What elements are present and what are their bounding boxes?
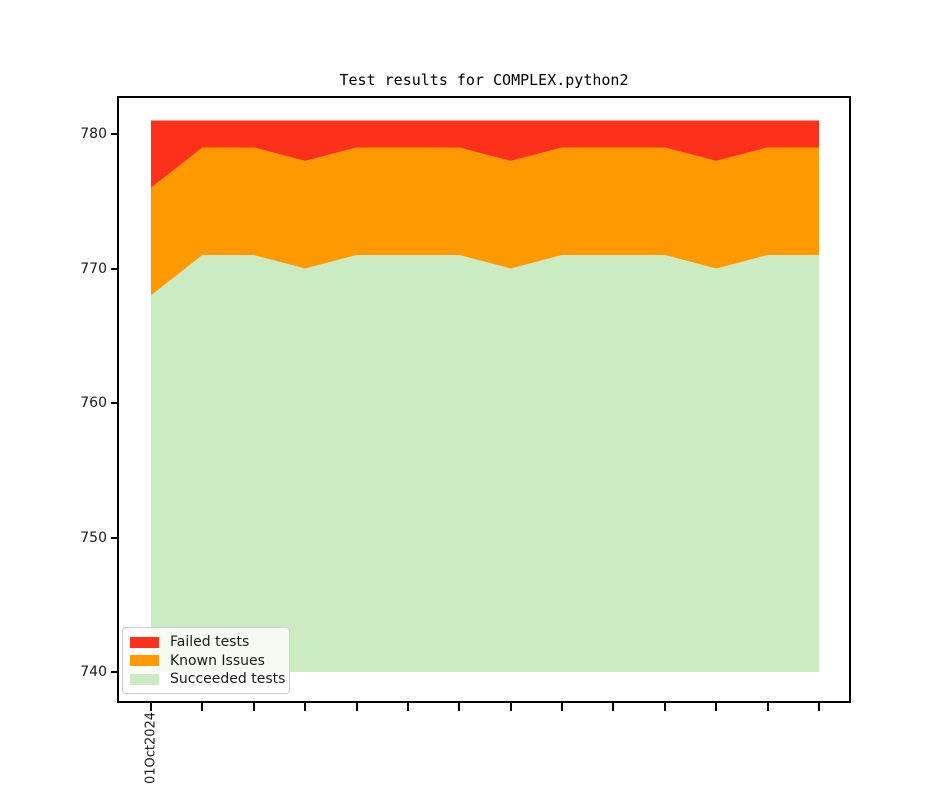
y-tick [111, 267, 119, 270]
y-tick-label: 780 [80, 126, 107, 142]
x-tick [252, 703, 255, 711]
legend-label-failed: Failed tests [170, 634, 250, 650]
y-tick-label: 740 [80, 664, 107, 680]
x-tick [715, 703, 718, 711]
legend-swatch-succeeded [130, 673, 159, 685]
legend: Failed tests Known Issues Succeeded test… [122, 627, 290, 694]
x-tick [150, 703, 152, 711]
chart-title: Test results for COMPLEX.python2 [339, 71, 629, 89]
x-tick [201, 703, 204, 711]
x-tick [766, 703, 769, 711]
area-known-issues [151, 147, 819, 296]
area-succeeded-tests [151, 255, 819, 673]
legend-swatch-known [130, 655, 159, 666]
x-tick [612, 703, 615, 711]
y-tick-label: 760 [80, 395, 107, 411]
x-tick [406, 703, 409, 711]
y-tick [111, 671, 119, 673]
x-tick [458, 703, 461, 711]
x-tick [509, 703, 512, 711]
legend-item-known: Known Issues [130, 653, 281, 669]
x-tick-label-date: 01Oct2024 [143, 711, 159, 785]
y-tick-label: 770 [80, 260, 107, 277]
y-tick [111, 402, 119, 404]
legend-item-succeeded: Succeeded tests [130, 671, 285, 687]
x-tick [355, 703, 358, 711]
x-tick [561, 703, 564, 711]
legend-label-known: Known Issues [170, 652, 265, 669]
legend-label-succeeded: Succeeded tests [170, 671, 286, 687]
y-tick [111, 133, 119, 135]
y-tick-label: 750 [80, 529, 107, 546]
y-tick [111, 536, 119, 539]
x-tick [818, 703, 820, 711]
legend-swatch-failed [130, 636, 159, 648]
stacked-area-chart [151, 120, 819, 673]
area-failed-tests [151, 120, 819, 188]
legend-item-failed: Failed tests [130, 634, 281, 650]
x-tick [663, 703, 666, 711]
x-tick [304, 703, 307, 711]
